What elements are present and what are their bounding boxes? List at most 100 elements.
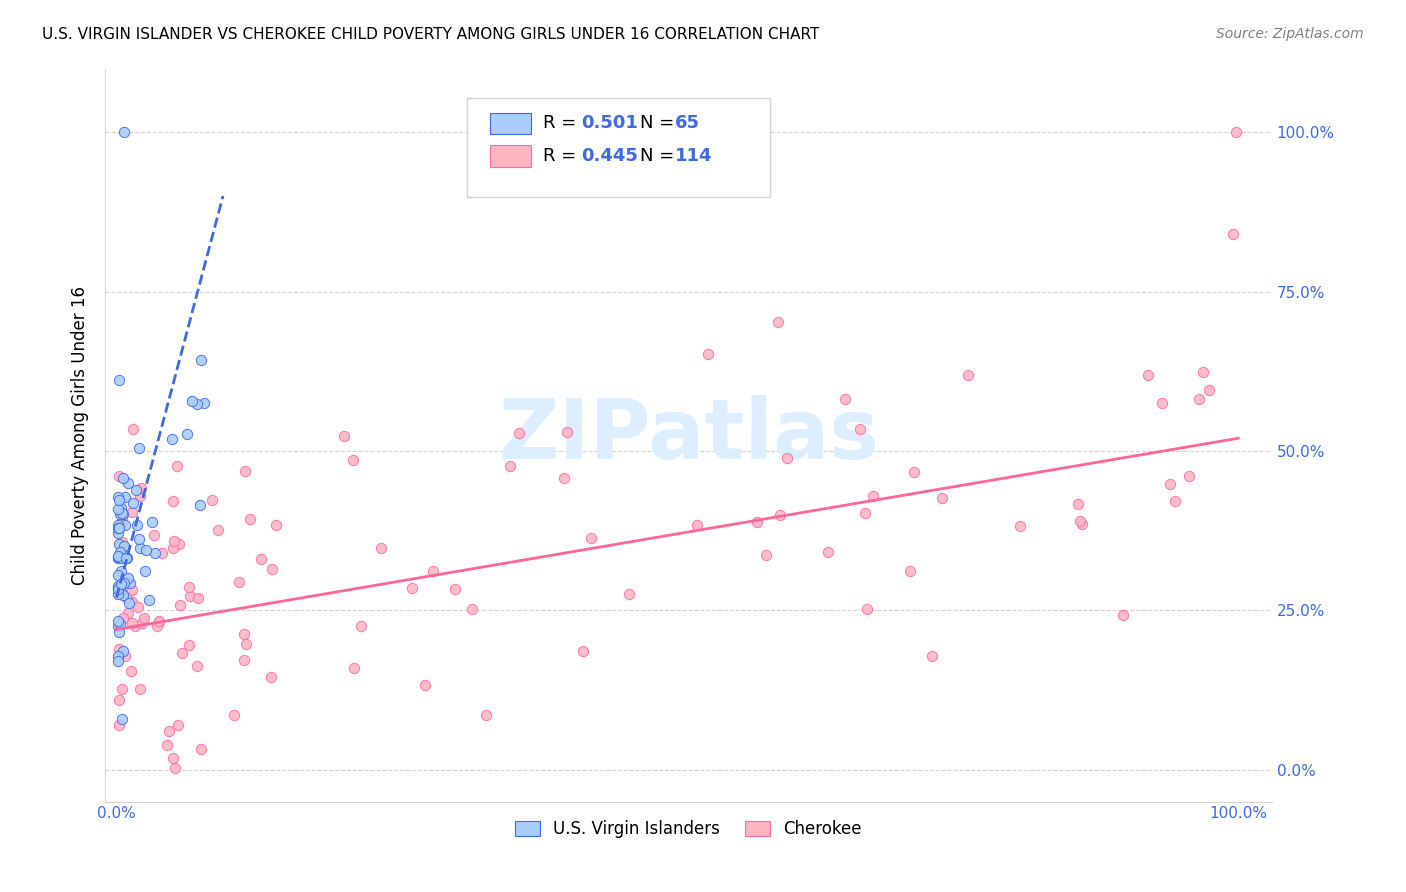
Point — [148, 615, 170, 629]
Point — [1150, 396, 1173, 410]
Point — [163, 534, 186, 549]
Point — [111, 506, 134, 520]
Point — [141, 516, 163, 530]
Point — [186, 658, 208, 673]
Point — [124, 619, 146, 633]
Point — [138, 592, 160, 607]
Point — [342, 453, 364, 467]
Point — [957, 368, 980, 382]
Point — [107, 551, 129, 566]
Point — [697, 346, 720, 360]
Point — [118, 576, 141, 591]
Point — [107, 649, 129, 664]
Point — [233, 627, 256, 641]
FancyBboxPatch shape — [491, 145, 531, 168]
Point — [107, 579, 129, 593]
Point — [1225, 125, 1247, 139]
Point — [107, 520, 129, 534]
Point — [121, 583, 143, 598]
Text: ZIPatlas: ZIPatlas — [498, 394, 879, 475]
Point — [117, 476, 139, 491]
Point — [143, 546, 166, 560]
Point — [180, 394, 202, 409]
Point — [766, 315, 789, 329]
Point — [115, 590, 138, 604]
Point — [1191, 365, 1213, 379]
Point — [125, 517, 148, 532]
Point — [129, 481, 152, 495]
Point — [150, 546, 173, 560]
Point — [163, 761, 186, 775]
Point — [769, 508, 792, 523]
Y-axis label: Child Poverty Among Girls Under 16: Child Poverty Among Girls Under 16 — [72, 285, 89, 584]
Point — [1069, 514, 1091, 528]
Point — [1198, 383, 1220, 397]
Point — [193, 396, 215, 410]
Point — [114, 517, 136, 532]
Point — [177, 638, 200, 652]
Point — [176, 427, 198, 442]
Point — [107, 490, 129, 504]
Point — [264, 518, 287, 533]
Point — [112, 539, 135, 553]
Point — [112, 610, 135, 624]
Point — [370, 541, 392, 555]
Point — [120, 665, 142, 679]
Text: 0.501: 0.501 — [581, 114, 638, 133]
Point — [148, 614, 170, 628]
Point — [755, 548, 778, 562]
Point — [115, 551, 138, 566]
Point — [111, 712, 134, 726]
Point — [1159, 476, 1181, 491]
Point — [177, 580, 200, 594]
Point — [233, 653, 256, 667]
Point — [201, 493, 224, 508]
Point — [1178, 469, 1201, 483]
Point — [117, 606, 139, 620]
Point — [110, 500, 132, 515]
Point — [921, 648, 943, 663]
Point — [107, 717, 129, 731]
Point — [107, 502, 129, 516]
Point — [110, 577, 132, 591]
Point — [207, 524, 229, 538]
Point — [853, 506, 876, 520]
Point — [555, 425, 578, 440]
Point — [115, 591, 138, 605]
Point — [129, 541, 152, 556]
FancyBboxPatch shape — [491, 112, 531, 135]
Point — [343, 661, 366, 675]
Point — [444, 582, 467, 596]
Point — [108, 625, 131, 640]
Point — [110, 544, 132, 558]
Point — [162, 432, 184, 446]
Point — [114, 549, 136, 563]
Point — [108, 492, 131, 507]
Point — [111, 644, 134, 658]
Text: U.S. VIRGIN ISLANDER VS CHEROKEE CHILD POVERTY AMONG GIRLS UNDER 16 CORRELATION : U.S. VIRGIN ISLANDER VS CHEROKEE CHILD P… — [42, 27, 820, 42]
Point — [224, 707, 246, 722]
Point — [125, 483, 148, 498]
Point — [166, 459, 188, 474]
Point — [121, 505, 143, 519]
Point — [107, 520, 129, 534]
Point — [475, 707, 498, 722]
Point — [179, 589, 201, 603]
Point — [111, 471, 134, 485]
Point — [121, 496, 143, 510]
Point — [186, 397, 208, 411]
Point — [260, 670, 283, 684]
Point — [107, 693, 129, 707]
Point — [817, 544, 839, 558]
Point — [118, 596, 141, 610]
Point — [1164, 493, 1187, 508]
Point — [166, 718, 188, 732]
Point — [190, 741, 212, 756]
Point — [776, 451, 799, 466]
Point — [107, 654, 129, 668]
Text: 114: 114 — [675, 147, 711, 166]
Point — [110, 507, 132, 521]
Point — [553, 471, 575, 485]
Point — [157, 723, 180, 738]
Point — [132, 611, 155, 625]
